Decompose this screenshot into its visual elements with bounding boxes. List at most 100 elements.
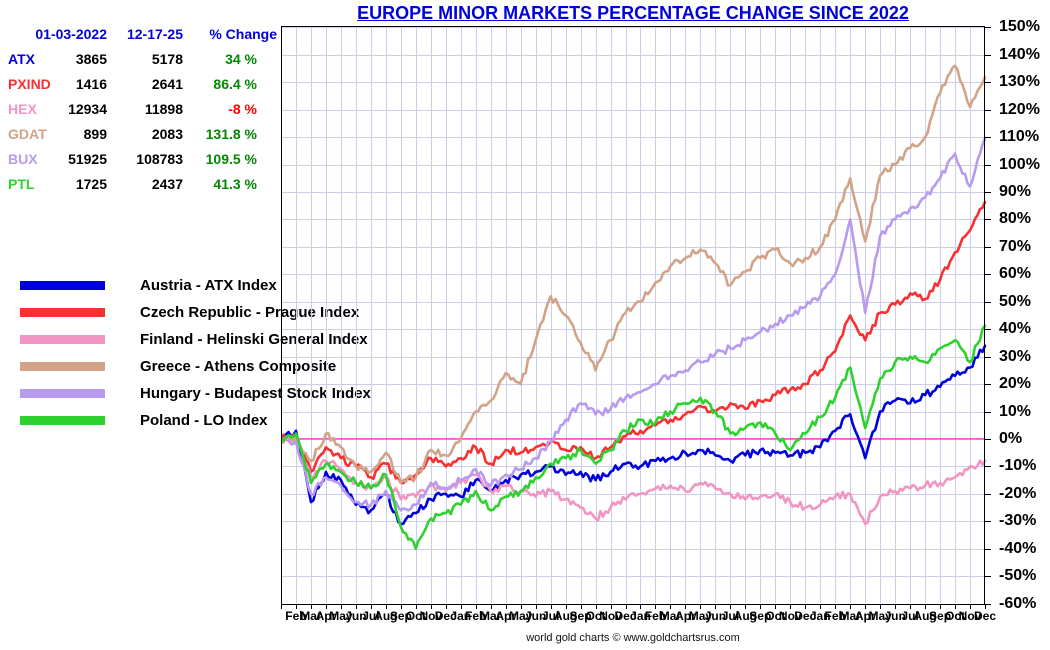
- change-cell: 109.5 %: [205, 151, 257, 167]
- y-axis-label: 80%: [999, 210, 1032, 228]
- x-axis-label: Dec: [794, 609, 817, 623]
- y-axis-label: -60%: [999, 594, 1037, 612]
- legend-label: Greece - Athens Composite: [140, 358, 337, 375]
- x-axis-label: Sep: [929, 609, 952, 623]
- y-axis-label: 50%: [999, 292, 1032, 310]
- y-axis-label: 100%: [999, 155, 1040, 173]
- x-axis-label: Jul: [541, 609, 560, 623]
- y-axis-label: -40%: [999, 539, 1037, 557]
- start-value-cell: 1725: [75, 176, 107, 192]
- y-axis-label: 150%: [999, 18, 1040, 36]
- end-value-cell: 2437: [151, 176, 183, 192]
- x-axis-label: Mar: [659, 609, 682, 623]
- legend-label: Finland - Helinski General Index: [140, 331, 368, 348]
- start-value-cell: 899: [83, 126, 107, 142]
- x-axis-label: Aug: [374, 609, 398, 623]
- ticker-cell: HEX: [8, 101, 37, 117]
- ticker-cell: GDAT: [8, 126, 47, 142]
- x-axis-label: Feb: [465, 609, 487, 623]
- ticker-cell: BUX: [8, 151, 38, 167]
- legend-item: Greece - Athens Composite: [20, 353, 371, 380]
- x-axis-label: Oct: [945, 609, 966, 623]
- x-axis-label: Oct: [405, 609, 426, 623]
- y-axis-label: 10%: [999, 402, 1032, 420]
- attribution: world gold charts © www.goldchartsrus.co…: [526, 632, 740, 644]
- legend-label: Hungary - Budapest Stock Index: [140, 385, 371, 402]
- x-axis-label: Feb: [824, 609, 846, 623]
- x-axis-label: Nov: [599, 609, 622, 623]
- legend-swatch: [20, 335, 105, 344]
- summary-table: 01-03-2022 12-17-25 % Change ATX 3865 51…: [8, 22, 277, 197]
- start-value-cell: 1416: [75, 76, 107, 92]
- plot-svg: [281, 26, 991, 609]
- x-axis-label: Sep: [749, 609, 772, 623]
- x-axis-label: Jun: [704, 609, 727, 623]
- x-axis-label: Apr: [675, 609, 696, 623]
- legend-swatch: [20, 362, 105, 371]
- y-axis-label: 70%: [999, 237, 1032, 255]
- x-axis-label: Mar: [839, 609, 861, 623]
- y-axis-label: 120%: [999, 100, 1040, 118]
- y-axis-label: 20%: [999, 375, 1032, 393]
- start-value-cell: 12934: [68, 101, 107, 117]
- x-axis-label: Jan: [450, 609, 472, 623]
- y-axis-label: 130%: [999, 73, 1040, 91]
- end-value-cell: 11898: [144, 101, 183, 117]
- table-header-change: % Change: [209, 26, 277, 42]
- x-axis-label: Jun: [884, 609, 906, 623]
- legend-label: Poland - LO Index: [140, 412, 268, 429]
- x-axis-label: Jun: [524, 609, 547, 623]
- y-axis-label: 90%: [999, 183, 1032, 201]
- y-axis-label: -10%: [999, 457, 1037, 475]
- x-axis-label: Dec: [973, 609, 997, 623]
- x-axis-label: Aug: [553, 609, 578, 623]
- change-cell: 34 %: [225, 51, 257, 67]
- change-cell: 131.8 %: [205, 126, 257, 142]
- plot-area: [281, 26, 993, 614]
- legend-swatch: [20, 416, 105, 425]
- legend-label: Austria - ATX Index: [140, 277, 277, 294]
- x-axis-label: Jan: [630, 609, 651, 623]
- x-axis-label: Nov: [778, 609, 802, 623]
- legend-item: Finland - Helinski General Index: [20, 326, 371, 353]
- x-axis-label: Aug: [733, 609, 757, 623]
- x-axis-label: Jul: [362, 609, 380, 623]
- x-axis-label: May: [868, 609, 892, 623]
- x-axis-label: Jul: [901, 609, 919, 623]
- ticker-cell: PXIND: [8, 76, 51, 92]
- legend-swatch: [20, 281, 105, 290]
- series-line-gdat: [281, 64, 987, 485]
- x-axis-label: Nov: [958, 609, 982, 623]
- x-axis-label: Jan: [809, 609, 831, 623]
- legend-label: Czech Republic - Prague Index: [140, 304, 360, 321]
- end-value-cell: 2083: [151, 126, 183, 142]
- change-cell: 41.3 %: [213, 176, 257, 192]
- ticker-cell: PTL: [8, 176, 35, 192]
- x-axis-label: Nov: [419, 609, 443, 623]
- x-axis-label: Dec: [614, 609, 637, 623]
- x-axis-label: Mar: [300, 609, 322, 623]
- x-axis-label: Sep: [569, 609, 592, 623]
- x-axis-label: May: [508, 609, 533, 623]
- table-header-start-date: 01-03-2022: [35, 26, 107, 42]
- page-title: EUROPE MINOR MARKETS PERCENTAGE CHANGE S…: [357, 3, 909, 23]
- x-axis-label: Jul: [721, 609, 740, 623]
- end-value-cell: 5178: [151, 51, 183, 67]
- x-axis-label: May: [688, 609, 713, 623]
- y-axis-label: 110%: [999, 128, 1040, 146]
- x-axis-label: Oct: [585, 609, 606, 623]
- legend-swatch: [20, 389, 105, 398]
- y-axis-label: -30%: [999, 512, 1037, 530]
- legend-item: Austria - ATX Index: [20, 272, 371, 299]
- x-axis-label: Feb: [285, 609, 307, 623]
- change-cell: -8 %: [228, 101, 257, 117]
- series-line-ptl: [281, 324, 987, 551]
- y-axis-label: 0%: [999, 429, 1023, 447]
- legend-item: Hungary - Budapest Stock Index: [20, 380, 371, 407]
- legend-item: Czech Republic - Prague Index: [20, 299, 371, 326]
- x-axis-label: Aug: [913, 609, 937, 623]
- start-value-cell: 51925: [68, 151, 107, 167]
- series-line-bux: [281, 137, 987, 512]
- ticker-cell: ATX: [8, 51, 35, 67]
